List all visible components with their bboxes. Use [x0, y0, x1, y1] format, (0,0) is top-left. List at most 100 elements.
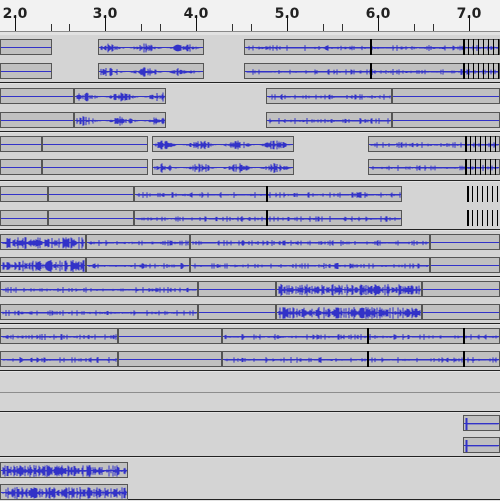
audio-clip[interactable]: [392, 88, 500, 104]
audio-clip[interactable]: [198, 304, 276, 320]
audio-clip[interactable]: [276, 304, 422, 320]
waveform: [192, 240, 429, 246]
audio-clip[interactable]: [0, 281, 198, 297]
ruler-major-tick: [105, 15, 106, 31]
audio-clip[interactable]: [134, 186, 402, 202]
track-area[interactable]: [0, 32, 500, 500]
waveform-zero-line: [199, 289, 275, 290]
track-9[interactable]: [0, 413, 500, 457]
waveform-zero-line: [49, 218, 133, 219]
audio-clip[interactable]: [0, 234, 86, 250]
audio-clip[interactable]: [86, 234, 190, 250]
clip-boundary-line: [483, 63, 484, 79]
audio-clip[interactable]: [48, 210, 134, 226]
track-8[interactable]: [0, 372, 500, 412]
track-2[interactable]: [0, 84, 500, 132]
audio-clip[interactable]: [0, 210, 48, 226]
audio-clip[interactable]: [392, 112, 500, 128]
waveform: [100, 43, 203, 53]
clip-boundary-line: [488, 63, 489, 79]
audio-clip[interactable]: [0, 88, 74, 104]
audio-clip[interactable]: [266, 112, 392, 128]
audio-clip[interactable]: [222, 328, 500, 344]
track-10[interactable]: [0, 458, 500, 500]
waveform-zero-line: [153, 167, 293, 168]
audio-clip[interactable]: [86, 257, 190, 273]
clip-boundary-line: [485, 159, 486, 175]
clip-boundary-line: [482, 210, 483, 226]
waveform-path: [370, 165, 499, 171]
audio-clip[interactable]: [422, 304, 500, 320]
audio-clip[interactable]: [0, 328, 118, 344]
waveform-zero-line: [464, 445, 499, 446]
audio-clip[interactable]: [190, 234, 430, 250]
channel-left: [0, 234, 500, 251]
track-7[interactable]: [0, 325, 500, 371]
channel-left: [0, 415, 500, 432]
audio-clip[interactable]: [0, 112, 74, 128]
audio-clip[interactable]: [463, 437, 500, 453]
clip-boundary-line: [487, 186, 488, 202]
audio-clip[interactable]: [463, 415, 500, 431]
audio-clip[interactable]: [0, 136, 42, 152]
audio-clip[interactable]: [152, 159, 294, 175]
playhead-marker: [463, 351, 465, 367]
audio-clip[interactable]: [0, 462, 128, 478]
channel-right: [0, 257, 500, 274]
audio-clip[interactable]: [0, 257, 86, 273]
audio-clip[interactable]: [0, 351, 118, 367]
track-5[interactable]: [0, 231, 500, 277]
audio-clip[interactable]: [74, 112, 166, 128]
waveform-zero-line: [393, 120, 499, 121]
audio-clip[interactable]: [0, 39, 52, 55]
audio-clip[interactable]: [266, 88, 392, 104]
track-3[interactable]: [0, 133, 500, 181]
audio-clip[interactable]: [190, 257, 430, 273]
audio-clip[interactable]: [0, 304, 198, 320]
audio-clip[interactable]: [222, 351, 500, 367]
audio-clip[interactable]: [276, 281, 422, 297]
waveform-path: [2, 465, 127, 477]
audio-clip[interactable]: [198, 281, 276, 297]
track-4[interactable]: [0, 182, 500, 230]
waveform-path: [465, 418, 499, 430]
waveform: [246, 69, 499, 75]
audio-clip[interactable]: [0, 186, 48, 202]
waveform-path: [278, 307, 421, 319]
audio-clip[interactable]: [430, 257, 500, 273]
track-1[interactable]: [0, 35, 500, 83]
clip-boundary-line: [477, 186, 478, 202]
playhead-marker: [370, 63, 372, 79]
playhead-marker: [467, 210, 469, 226]
audio-clip[interactable]: [98, 63, 204, 79]
audio-clip[interactable]: [368, 136, 500, 152]
audio-clip[interactable]: [74, 88, 166, 104]
audio-clip[interactable]: [0, 159, 42, 175]
waveform-path: [370, 142, 499, 148]
audio-clip[interactable]: [48, 186, 134, 202]
waveform: [88, 240, 189, 246]
audio-clip[interactable]: [42, 136, 148, 152]
waveform-path: [268, 118, 391, 124]
audio-clip[interactable]: [98, 39, 204, 55]
waveform-path: [2, 287, 197, 293]
audio-clip[interactable]: [118, 328, 222, 344]
audio-clip[interactable]: [244, 63, 500, 79]
audio-clip[interactable]: [152, 136, 294, 152]
audio-clip[interactable]: [118, 351, 222, 367]
audio-clip[interactable]: [0, 63, 52, 79]
audio-clip[interactable]: [368, 159, 500, 175]
audio-clip[interactable]: [430, 234, 500, 250]
ruler-minor-tick: [251, 24, 252, 31]
audio-clip[interactable]: [0, 484, 128, 500]
playhead-marker: [367, 351, 369, 367]
audio-clip[interactable]: [42, 159, 148, 175]
waveform: [88, 263, 189, 269]
audio-clip[interactable]: [134, 210, 402, 226]
waveform: [224, 334, 499, 340]
audio-clip[interactable]: [422, 281, 500, 297]
track-6[interactable]: [0, 278, 500, 324]
audio-clip[interactable]: [244, 39, 500, 55]
clip-boundary-line: [483, 39, 484, 55]
timeline-ruler[interactable]: 2.0 3.0 4.0 5.0 6.0 7.0: [0, 0, 500, 32]
